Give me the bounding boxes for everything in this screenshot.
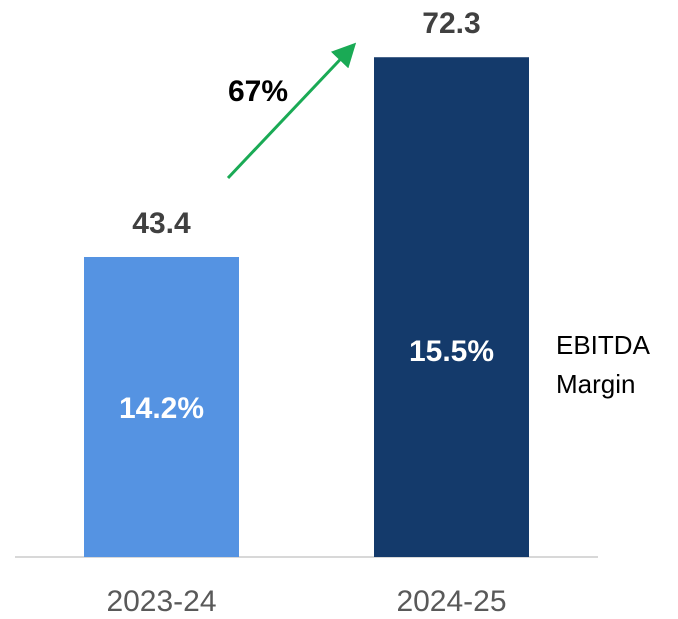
margin-label: 14.2% bbox=[119, 392, 204, 425]
margin-label: 15.5% bbox=[409, 335, 494, 368]
value-label: 72.3 bbox=[422, 7, 480, 40]
margin-legend: EBITDA Margin bbox=[556, 330, 649, 399]
x-tick-label: 2023-24 bbox=[106, 585, 216, 618]
bar bbox=[84, 256, 239, 557]
bar bbox=[374, 57, 529, 557]
value-label: 43.4 bbox=[132, 207, 191, 240]
growth-annotation: 67% bbox=[228, 75, 288, 108]
x-tick-label: 2024-25 bbox=[396, 585, 506, 618]
growth-arrow bbox=[226, 42, 357, 180]
